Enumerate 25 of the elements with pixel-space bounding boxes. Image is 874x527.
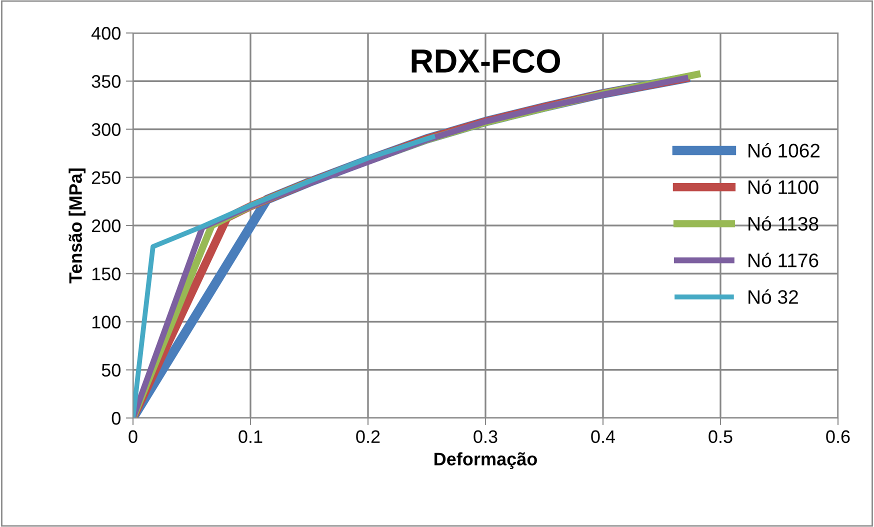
- legend-label: Nó 1138: [748, 216, 818, 231]
- x-tick-label: 0.4: [591, 430, 616, 444]
- x-tick-label: 0.2: [356, 430, 380, 444]
- chart-title: RDX-FCO: [412, 49, 560, 73]
- x-axis-title: Deformação: [434, 452, 537, 470]
- y-axis-title: Tensão [MPa]: [68, 168, 86, 284]
- y-tick-label: 150: [92, 268, 120, 280]
- x-tick-label: 0: [128, 430, 138, 444]
- y-tick-label: 50: [102, 364, 120, 377]
- x-tick-label: 0.3: [474, 430, 498, 444]
- line-series: [133, 134, 436, 418]
- y-tick-label: 0: [112, 412, 120, 425]
- x-tick-label: 0.6: [826, 430, 850, 444]
- y-tick-label: 300: [92, 123, 120, 136]
- legend-label: Nó 1176: [748, 252, 818, 268]
- legend-label: Nó 32: [748, 289, 798, 304]
- legend-label: Nó 1062: [748, 143, 820, 158]
- legend-label: Nó 1100: [748, 180, 818, 194]
- y-tick-label: 400: [91, 26, 120, 40]
- y-tick-label: 250: [92, 171, 120, 184]
- y-tick-label: 350: [92, 75, 120, 88]
- x-tick-label: 0.5: [708, 430, 732, 444]
- x-tick-label: 0.1: [238, 430, 262, 444]
- y-tick-label: 200: [92, 219, 120, 232]
- y-tick-label: 100: [92, 316, 120, 328]
